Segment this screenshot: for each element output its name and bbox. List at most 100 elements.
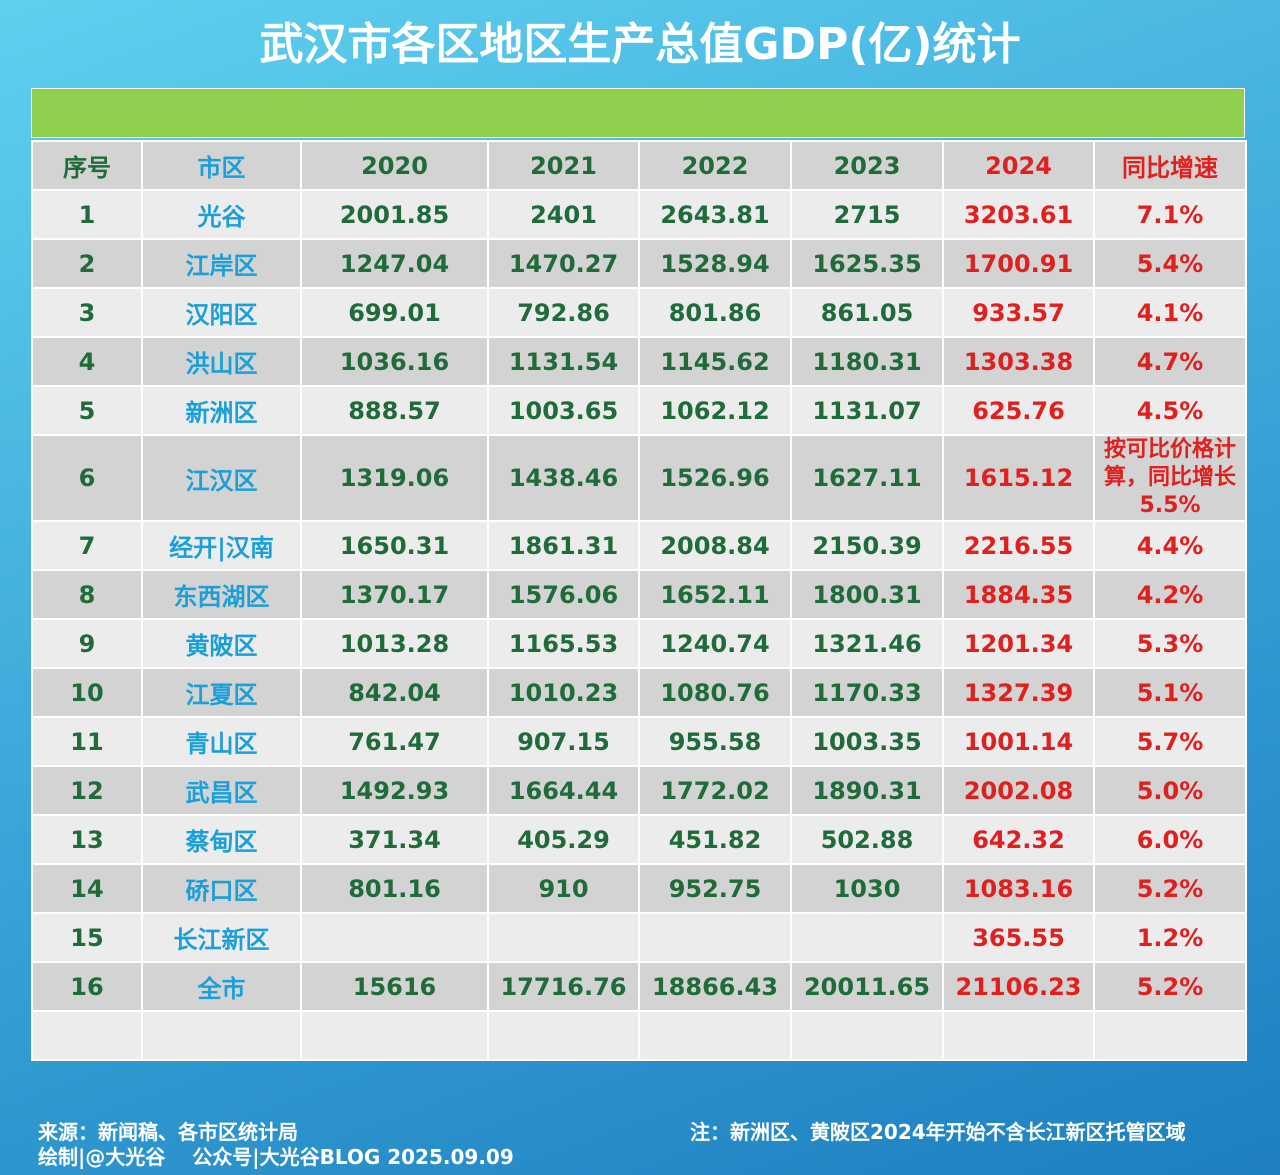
cell: 3	[31, 287, 143, 338]
cell: 青山区	[141, 716, 302, 767]
cell: 4.1%	[1093, 287, 1247, 338]
cell: 405.29	[487, 814, 640, 865]
cell: 11	[31, 716, 143, 767]
cell: 4.4%	[1093, 520, 1247, 571]
cell: 洪山区	[141, 336, 302, 387]
cell: 1370.17	[300, 569, 489, 620]
cell: 842.04	[300, 667, 489, 718]
cell: 1625.35	[790, 238, 944, 289]
cell: 1772.02	[638, 765, 792, 816]
cell: 5.2%	[1093, 961, 1247, 1012]
cell	[942, 1010, 1095, 1061]
cell: 1170.33	[790, 667, 944, 718]
cell: 蔡甸区	[141, 814, 302, 865]
cell: 硚口区	[141, 863, 302, 914]
cell: 10	[31, 667, 143, 718]
cell	[300, 1010, 489, 1061]
cell: 江夏区	[141, 667, 302, 718]
cell: 全市	[141, 961, 302, 1012]
cell: 按可比价格计算，同比增长5.5%	[1093, 434, 1247, 522]
cell: 1247.04	[300, 238, 489, 289]
cell: 江汉区	[141, 434, 302, 522]
cell: 6	[31, 434, 143, 522]
cell: 12	[31, 765, 143, 816]
cell: 6.0%	[1093, 814, 1247, 865]
cell: 5	[31, 385, 143, 436]
row: 3 汉阳区 699.01 792.86 801.86 861.05 933.57 4.1%	[31, 287, 1247, 338]
cell: 1240.74	[638, 618, 792, 669]
cell: 1010.23	[487, 667, 640, 718]
cell: 1303.38	[942, 336, 1095, 387]
cell: 1083.16	[942, 863, 1095, 914]
cell: 625.76	[942, 385, 1095, 436]
row: 8 东西湖区 1370.17 1576.06 1652.11 1800.31 1884.35…	[31, 569, 1247, 620]
cell: 1131.07	[790, 385, 944, 436]
cell: 5.3%	[1093, 618, 1247, 669]
cell: 2643.81	[638, 189, 792, 240]
cell: 1700.91	[942, 238, 1095, 289]
row: 12 武昌区 1492.93 1664.44 1772.02 1890.31 2002.08…	[31, 765, 1247, 816]
cell: 1890.31	[790, 765, 944, 816]
cell: 801.16	[300, 863, 489, 914]
cell	[487, 1010, 640, 1061]
cell: 955.58	[638, 716, 792, 767]
cell	[638, 912, 792, 963]
cell: 5.7%	[1093, 716, 1247, 767]
cell: 1003.35	[790, 716, 944, 767]
cell: 792.86	[487, 287, 640, 338]
cell: 1036.16	[300, 336, 489, 387]
title: 武汉市各区地区生产总值GDP(亿)统计	[259, 19, 1021, 70]
cell: 13	[31, 814, 143, 865]
cell: 365.55	[942, 912, 1095, 963]
cell: 3203.61	[942, 189, 1095, 240]
header-cell: 同比增速	[1093, 140, 1247, 191]
cell: 699.01	[300, 287, 489, 338]
empty-row	[31, 1010, 1247, 1061]
row: 16 全市 15616 17716.76 18866.43 20011.65 21106.2…	[31, 961, 1247, 1012]
cell: 1080.76	[638, 667, 792, 718]
cell: 2715	[790, 189, 944, 240]
cell: 2002.08	[942, 765, 1095, 816]
header-cell: 2023	[790, 140, 944, 191]
cell: 861.05	[790, 287, 944, 338]
cell: 20011.65	[790, 961, 944, 1012]
cell: 2	[31, 238, 143, 289]
cell: 1030	[790, 863, 944, 914]
cell: 1492.93	[300, 765, 489, 816]
cell: 黄陂区	[141, 618, 302, 669]
cell: 7.1%	[1093, 189, 1247, 240]
cell: 武昌区	[141, 765, 302, 816]
cell	[487, 912, 640, 963]
cell: 2001.85	[300, 189, 489, 240]
header-cell: 序号	[31, 140, 143, 191]
cell: 1861.31	[487, 520, 640, 571]
cell: 371.34	[300, 814, 489, 865]
cell: 17716.76	[487, 961, 640, 1012]
cell: 新洲区	[141, 385, 302, 436]
cell: 1062.12	[638, 385, 792, 436]
cell: 1664.44	[487, 765, 640, 816]
header-row: 序号 市区 2020 2021 2022 2023 2024 同比增速	[31, 140, 1247, 191]
header-cell: 2022	[638, 140, 792, 191]
cell: 21106.23	[942, 961, 1095, 1012]
cell: 江岸区	[141, 238, 302, 289]
cell: 1526.96	[638, 434, 792, 522]
cell: 14	[31, 863, 143, 914]
cell: 1884.35	[942, 569, 1095, 620]
cell: 1615.12	[942, 434, 1095, 522]
cell	[300, 912, 489, 963]
cell: 2150.39	[790, 520, 944, 571]
cell: 4.2%	[1093, 569, 1247, 620]
cell: 888.57	[300, 385, 489, 436]
cell: 5.4%	[1093, 238, 1247, 289]
cell: 1	[31, 189, 143, 240]
cell: 1321.46	[790, 618, 944, 669]
cell: 1652.11	[638, 569, 792, 620]
cell: 451.82	[638, 814, 792, 865]
cell: 2008.84	[638, 520, 792, 571]
row: 14 硚口区 801.16 910 952.75 1030 1083.16 5.2%	[31, 863, 1247, 914]
row: 11 青山区 761.47 907.15 955.58 1003.35 1001.14 5.7…	[31, 716, 1247, 767]
header-cell: 2021	[487, 140, 640, 191]
cell	[638, 1010, 792, 1061]
